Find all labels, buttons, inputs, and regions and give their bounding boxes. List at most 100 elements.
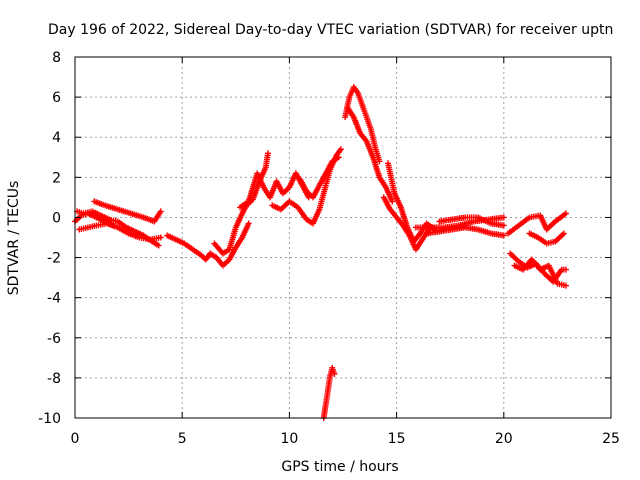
series-track-21 — [526, 230, 567, 247]
data-point-fill — [233, 236, 245, 249]
data-point-fill — [86, 211, 98, 220]
data-point — [500, 214, 507, 221]
data-point-fill — [377, 176, 388, 189]
data-point-fill — [364, 116, 374, 131]
data-point-fill — [87, 223, 98, 230]
data-point-fill — [310, 208, 322, 225]
data-point-fill — [288, 199, 300, 210]
data-point-fill — [279, 199, 291, 212]
data-point-fill — [330, 155, 341, 164]
data-point-fill — [99, 213, 111, 222]
data-point-fill — [506, 223, 521, 236]
data-point-fill — [116, 219, 128, 230]
data-point — [376, 158, 383, 165]
data-point-fill — [508, 251, 521, 264]
y-axis-label: SDTVAR / TECUs — [6, 181, 22, 296]
y-tick-label: -4 — [47, 291, 61, 307]
data-point-fill — [381, 196, 393, 211]
data-point-fill — [78, 225, 89, 232]
data-point-fill — [476, 227, 493, 236]
data-point — [335, 154, 342, 161]
data-point-fill — [317, 192, 327, 211]
data-point-fill — [298, 178, 309, 193]
y-tick-label: -6 — [47, 331, 61, 347]
data-point-fill — [539, 263, 551, 272]
x-axis-label: GPS time / hours — [281, 459, 398, 475]
data-point-fill — [321, 403, 329, 419]
data-point-fill — [305, 217, 315, 226]
data-point — [562, 266, 569, 273]
data-point — [500, 232, 507, 239]
data-point-fill — [310, 184, 322, 199]
data-point-fill — [476, 215, 493, 226]
data-point-fill — [125, 225, 137, 234]
data-point-fill — [233, 212, 245, 229]
x-tick-label: 10 — [280, 431, 298, 447]
data-point-fill — [394, 216, 405, 227]
x-tick-label: 5 — [178, 431, 187, 447]
data-point — [562, 210, 569, 217]
data-point-fill — [360, 104, 369, 119]
series-track-10 — [320, 364, 338, 421]
data-point-fill — [545, 219, 557, 232]
data-point-fill — [208, 251, 218, 260]
series-track-8 — [269, 146, 344, 227]
data-point-fill — [351, 115, 363, 135]
data-layer — [72, 84, 569, 421]
data-point-fill — [199, 253, 208, 262]
data-point-fill — [90, 209, 102, 218]
plot-frame — [74, 56, 612, 419]
data-point-fill — [517, 215, 531, 228]
data-point-fill — [370, 156, 382, 179]
data-point-fill — [76, 209, 85, 216]
x-tick-label: 25 — [602, 431, 620, 447]
data-point — [562, 282, 569, 289]
series-track-3 — [91, 198, 164, 225]
series-track-12 — [344, 104, 396, 205]
series-track-7 — [237, 170, 312, 211]
data-point-fill — [221, 247, 231, 256]
x-tick-label: 15 — [388, 431, 406, 447]
series-track-18 — [505, 210, 569, 237]
data-point-fill — [271, 203, 283, 212]
data-point-fill — [183, 241, 195, 252]
data-point-fill — [191, 247, 203, 258]
data-point — [157, 208, 164, 215]
data-point-fill — [281, 185, 291, 195]
y-tick-label: 6 — [52, 90, 61, 106]
data-point-fill — [227, 226, 239, 251]
x-tick-label: 20 — [495, 431, 513, 447]
data-point-fill — [240, 204, 249, 215]
data-point — [264, 150, 271, 157]
data-point-fill — [221, 258, 231, 268]
grid-layer — [75, 57, 611, 418]
data-point-fill — [203, 252, 212, 262]
data-point-fill — [412, 232, 422, 243]
data-point-fill — [383, 186, 395, 203]
data-point-fill — [133, 229, 145, 238]
y-tick-label: -10 — [38, 411, 61, 427]
tick-layer: 0 5 10 15 20 25 -10 -8 -6 -4 -2 0 2 4 6 8 — [38, 50, 620, 447]
data-point-fill — [116, 225, 130, 236]
data-point — [560, 230, 567, 237]
data-point-fill — [358, 131, 369, 143]
data-point-fill — [255, 172, 266, 189]
data-point-fill — [152, 210, 163, 223]
data-point-fill — [80, 211, 89, 218]
series-track-16 — [423, 224, 507, 239]
series-track-17 — [436, 214, 507, 229]
data-point — [110, 222, 117, 229]
data-point-fill — [489, 230, 505, 239]
data-point-fill — [414, 238, 425, 251]
y-tick-label: 2 — [52, 170, 61, 186]
data-point-fill — [238, 199, 250, 210]
data-point-fill — [553, 231, 566, 244]
data-point — [331, 370, 338, 377]
data-point-fill — [103, 219, 115, 228]
data-point-fill — [536, 235, 548, 246]
data-point-fill — [334, 147, 343, 157]
data-point-fill — [323, 160, 335, 175]
data-point-fill — [364, 140, 376, 159]
data-point-fill — [556, 281, 567, 289]
